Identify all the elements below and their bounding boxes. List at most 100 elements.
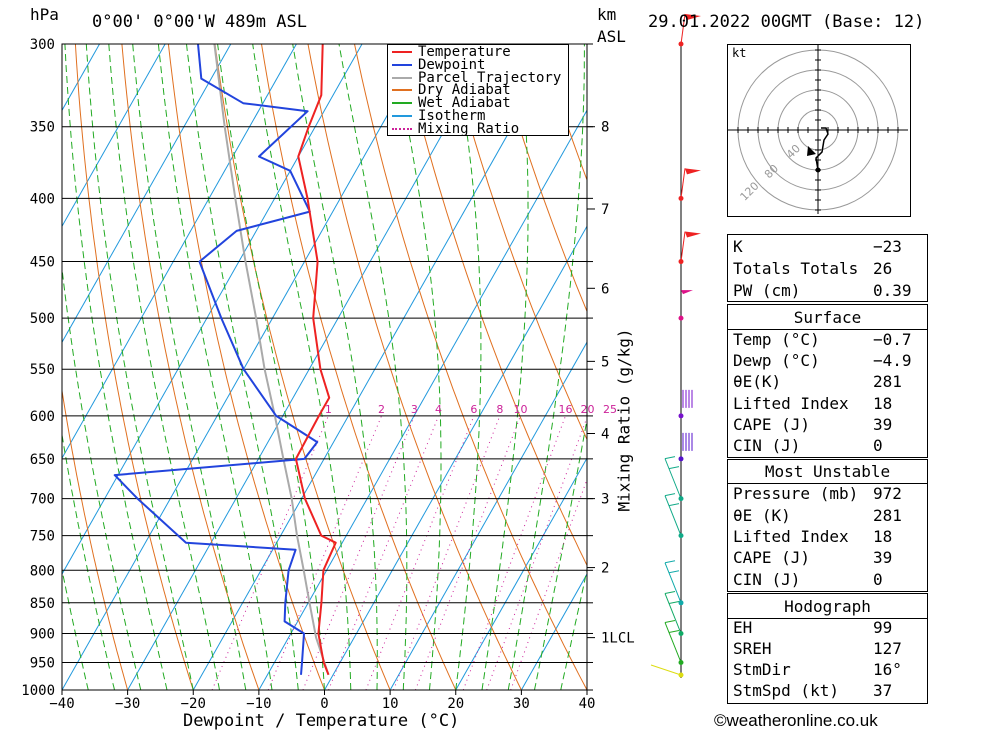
legend-swatch [392, 51, 412, 53]
wind-barb-flag [668, 629, 680, 633]
x-tick-label: 40 [579, 696, 596, 712]
copyright: ©weatheronline.co.uk [714, 711, 878, 730]
pressure-label: 400 [30, 191, 55, 207]
km-tick-label: 1LCL [601, 631, 635, 647]
asl-label: ASL [597, 27, 626, 46]
indices-top-panel: K −23 Totals Totals 26 PW (cm) 0.39 [727, 234, 928, 302]
index-value: 18 [873, 527, 893, 546]
most-unstable-panel: Most Unstable Pressure (mb) 972 θE (K) 281… [727, 459, 928, 592]
divider [728, 483, 927, 484]
index-row: Totals Totals 26 [728, 259, 927, 280]
isotherm-line [324, 225, 587, 690]
isotherm-line [520, 573, 587, 690]
legend-swatch [392, 63, 412, 66]
index-value: −4.9 [873, 351, 912, 370]
legend-item: Mixing Ratio [392, 120, 520, 137]
dry-adiabat-line [261, 44, 457, 690]
isotherm-line [62, 44, 232, 344]
wind-barb-pennant [685, 168, 701, 175]
wind-barb-flag [664, 560, 676, 564]
legend-swatch [392, 102, 412, 105]
wind-barb-flag [664, 456, 676, 460]
mixing-ratio-axis-label: Mixing Ratio (g/kg) [614, 328, 634, 512]
km-tick-label: 5 [601, 354, 609, 370]
pressure-label: 900 [30, 626, 55, 642]
pressure-label: 350 [30, 120, 55, 136]
x-tick-label: −30 [115, 696, 140, 712]
isotherm-line [62, 44, 166, 228]
legend-swatch [392, 76, 412, 79]
isotherm-line [62, 44, 429, 690]
index-row: Pressure (mb) 972 [728, 484, 927, 505]
pressure-label: 650 [30, 452, 55, 468]
location-title: 0°00' 0°00'W 489m ASL [92, 12, 307, 32]
dry-adiabat-line [447, 44, 587, 441]
pressure-label: 500 [30, 311, 55, 327]
plot-frame [61, 43, 588, 691]
x-axis-label: Dewpoint / Temperature (°C) [183, 711, 460, 731]
index-row: Lifted Index 18 [728, 394, 927, 415]
wind-barb-pennant [685, 14, 701, 20]
mixing-ratio-label: 6 [470, 403, 477, 416]
legend-box: Temperature Dewpoint Parcel Trajectory Dry … [387, 44, 569, 136]
mixing-ratio-label: 1 [325, 403, 332, 416]
wind-barb-flag [668, 600, 680, 604]
legend-label: Wet Adiabat [418, 95, 511, 112]
wind-barb-staff [650, 664, 682, 676]
km-label: km [597, 5, 617, 24]
mixing-ratio-line [328, 415, 440, 690]
x-tick-label: 30 [513, 696, 530, 712]
index-row: CIN (J) 0 [728, 570, 927, 591]
pressure-label: 1000 [21, 683, 55, 699]
index-value: 281 [873, 372, 902, 391]
divider [728, 618, 927, 619]
index-label: Dewp (°C) [733, 351, 820, 370]
index-value: 0.39 [873, 281, 912, 300]
index-row: CAPE (J) 39 [728, 415, 927, 436]
mixing-ratio-label: 16 [558, 403, 572, 416]
legend-item: Wet Adiabat [392, 95, 511, 112]
x-tick-label: −20 [181, 696, 206, 712]
sounding-series [113, 44, 337, 676]
mu-title-row: Most Unstable [728, 462, 927, 483]
index-row: θE(K) 281 [728, 372, 927, 393]
dry-adiabat-line [121, 44, 260, 690]
isotherm-line [455, 457, 587, 690]
index-value: 281 [873, 506, 902, 525]
pressure-label: 800 [30, 563, 55, 579]
legend-item: Temperature [392, 44, 511, 60]
hodograph-index-panel: Hodograph EH 99 SREH 127 StmDir 16° StmSpd … [727, 593, 928, 704]
index-row: K −23 [728, 237, 927, 258]
legend-label: Mixing Ratio [418, 120, 520, 137]
index-value: −23 [873, 237, 902, 256]
mixing-ratio-line [393, 415, 501, 690]
x-tick-label: −40 [49, 696, 74, 712]
legend-item: Parcel Trajectory [392, 71, 561, 85]
wind-level-dot [678, 456, 684, 462]
hodograph-unit: kt [732, 46, 747, 60]
index-label: CIN (J) [733, 570, 801, 589]
wind-barb-flag [664, 493, 676, 497]
mixing-ratio-label: 3 [411, 403, 418, 416]
index-label: StmSpd (kt) [733, 681, 839, 700]
mixing-ratio-line [510, 478, 587, 690]
index-value: 972 [873, 484, 902, 503]
index-value: 39 [873, 548, 893, 567]
wet-adiabat-line [560, 567, 587, 690]
index-value: 127 [873, 639, 902, 658]
legend-label: Dry Adiabat [418, 82, 511, 99]
index-row: SREH 127 [728, 639, 927, 660]
isotherm-line [62, 44, 363, 576]
parcel-trajectory-line [213, 44, 330, 676]
legend-label: Temperature [418, 44, 511, 60]
index-value: 26 [873, 259, 893, 278]
wind-barb-staff [680, 168, 686, 199]
index-value: −0.7 [873, 330, 912, 349]
index-value: 0 [873, 570, 883, 589]
index-value: 0 [873, 436, 883, 455]
index-label: Lifted Index [733, 394, 849, 413]
hodograph-box [727, 44, 911, 217]
mixing-ratio-line [211, 415, 329, 690]
index-row: θE (K) 281 [728, 506, 927, 527]
wet-adiabat-line [392, 44, 442, 690]
